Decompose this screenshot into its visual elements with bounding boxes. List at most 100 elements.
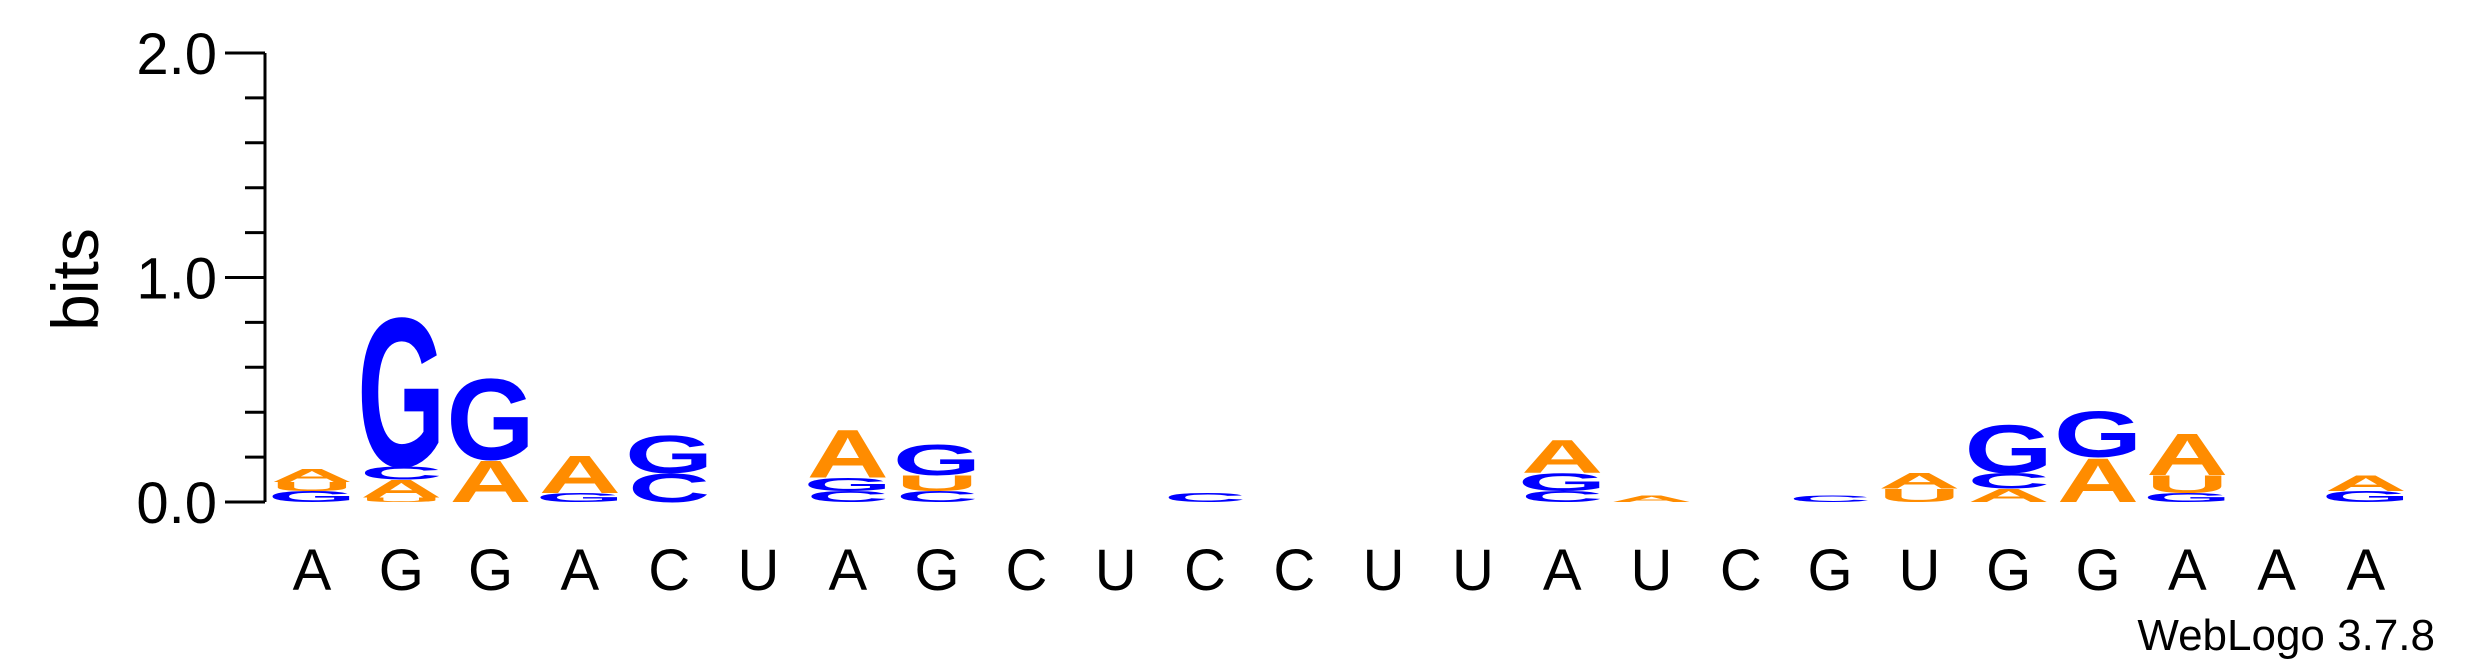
x-position-label: G bbox=[379, 538, 424, 603]
logo-letter: A bbox=[1878, 469, 1960, 493]
logo-letter-glyph: U bbox=[1878, 485, 1960, 506]
logo-letter-glyph: C bbox=[1789, 494, 1871, 505]
logo-letter: A bbox=[2057, 446, 2139, 516]
x-position-label: A bbox=[293, 538, 332, 603]
logo-letter: A bbox=[2325, 471, 2407, 495]
x-position-label: A bbox=[828, 538, 867, 603]
x-position-label: C bbox=[648, 538, 690, 603]
logo-letter: A bbox=[271, 465, 353, 486]
logo-letter: G bbox=[625, 425, 713, 484]
x-position-label: A bbox=[2168, 538, 2207, 603]
x-position-label: C bbox=[1005, 538, 1047, 603]
logo-letter: C bbox=[896, 488, 978, 505]
logo-letter: G bbox=[804, 474, 892, 495]
weblogo-credit: WebLogo 3.7.8 bbox=[2137, 611, 2435, 660]
logo-letter-glyph: G bbox=[357, 274, 445, 512]
logo-letter: A bbox=[1521, 431, 1603, 483]
logo-letter-glyph: A bbox=[2057, 446, 2139, 516]
logo-letter-glyph: C bbox=[1521, 488, 1603, 505]
logo-letter-glyph: A bbox=[360, 475, 442, 503]
logo-letter: C bbox=[807, 488, 889, 505]
logo-letter: C bbox=[360, 463, 442, 484]
logo-letter-glyph: G bbox=[536, 491, 624, 505]
logo-letter-glyph: G bbox=[2143, 491, 2231, 505]
logo-letter-glyph: C bbox=[896, 488, 978, 505]
x-position-label: U bbox=[1631, 538, 1673, 603]
logo-letter: C bbox=[1968, 469, 2050, 493]
logo-letter-glyph: C bbox=[807, 488, 889, 505]
logo-letter-glyph: G bbox=[268, 488, 356, 505]
x-position-label: C bbox=[1273, 538, 1315, 603]
logo-letter-glyph: A bbox=[1878, 469, 1960, 493]
logo-letter-glyph: A bbox=[271, 465, 353, 486]
logo-letter-glyph: G bbox=[1965, 410, 2053, 487]
logo-letter: A bbox=[1968, 485, 2050, 506]
logo-letter: G bbox=[2143, 491, 2231, 505]
logo-letter-glyph: G bbox=[446, 355, 534, 484]
x-position-label: U bbox=[1898, 538, 1940, 603]
logo-letter-glyph: U bbox=[271, 480, 353, 494]
logo-letter-glyph: A bbox=[807, 415, 889, 492]
logo-letter-glyph: A bbox=[1610, 494, 1692, 505]
x-position-label: G bbox=[2075, 538, 2120, 603]
y-tick-label: 2.0 bbox=[136, 22, 217, 87]
x-position-label: C bbox=[1184, 538, 1226, 603]
logo-letter: G bbox=[357, 274, 445, 512]
x-position-label: U bbox=[1363, 538, 1405, 603]
logo-letter-glyph: U bbox=[896, 471, 978, 495]
logo-letter-glyph: C bbox=[1968, 469, 2050, 493]
logo-letter-glyph: C bbox=[1164, 491, 1246, 505]
y-axis: 0.0 1.0 2.0 bbox=[136, 22, 267, 536]
logo-letter-glyph: G bbox=[625, 425, 713, 484]
x-position-label: U bbox=[1095, 538, 1137, 603]
logo-letter: G bbox=[2322, 488, 2410, 505]
logo-letter-glyph: A bbox=[2325, 471, 2407, 495]
y-tick-label: 0.0 bbox=[136, 471, 217, 536]
logo-letter-glyph: U bbox=[360, 496, 442, 503]
logo-letter: G bbox=[1965, 410, 2053, 487]
x-position-label: G bbox=[1986, 538, 2031, 603]
logo-letter: A bbox=[360, 475, 442, 503]
logo-letter-glyph: A bbox=[450, 449, 532, 515]
logo-letter: A bbox=[539, 445, 621, 504]
logo-letter-glyph: G bbox=[893, 436, 981, 485]
logo-letter-glyph: A bbox=[539, 445, 621, 504]
logo-letter: U bbox=[271, 480, 353, 494]
logo-letter: A bbox=[1610, 494, 1692, 505]
logo-letter-glyph: G bbox=[804, 474, 892, 495]
logo-letter: G bbox=[1518, 469, 1606, 497]
x-position-label: G bbox=[468, 538, 513, 603]
logo-letter-glyph: G bbox=[1518, 469, 1606, 497]
logo-letter-glyph: G bbox=[2322, 488, 2410, 505]
x-position-label: A bbox=[2257, 538, 2296, 603]
logo-letter: A bbox=[450, 449, 532, 515]
x-position-label: C bbox=[1720, 538, 1762, 603]
logo-letter: U bbox=[896, 471, 978, 495]
y-tick-label: 1.0 bbox=[136, 247, 217, 312]
logo-letter-glyph: A bbox=[1521, 431, 1603, 483]
logo-letter-glyph: U bbox=[2146, 471, 2228, 499]
logo-letter: C bbox=[1521, 488, 1603, 505]
logo-letter: U bbox=[2146, 471, 2228, 499]
x-position-label: A bbox=[2347, 538, 2386, 603]
logo-letter-glyph: A bbox=[2146, 422, 2228, 488]
logo-letter-glyph: G bbox=[2054, 398, 2142, 472]
x-position-label: G bbox=[915, 538, 960, 603]
logo-letter: A bbox=[807, 415, 889, 492]
logo-letter: U bbox=[1878, 485, 1960, 506]
x-position-label: G bbox=[1808, 538, 1853, 603]
logo-letter: G bbox=[268, 488, 356, 505]
logo-letter-glyph: C bbox=[360, 463, 442, 484]
logo-letter: G bbox=[893, 436, 981, 485]
logo-letter-glyph: C bbox=[628, 466, 710, 511]
y-axis-title: bits bbox=[38, 228, 112, 331]
logo-letter: G bbox=[536, 491, 624, 505]
logo-letter: G bbox=[2054, 398, 2142, 472]
x-position-label: U bbox=[1452, 538, 1494, 603]
x-position-label: U bbox=[738, 538, 780, 603]
logo-letter-glyph: A bbox=[1968, 485, 2050, 506]
x-position-label: A bbox=[561, 538, 600, 603]
